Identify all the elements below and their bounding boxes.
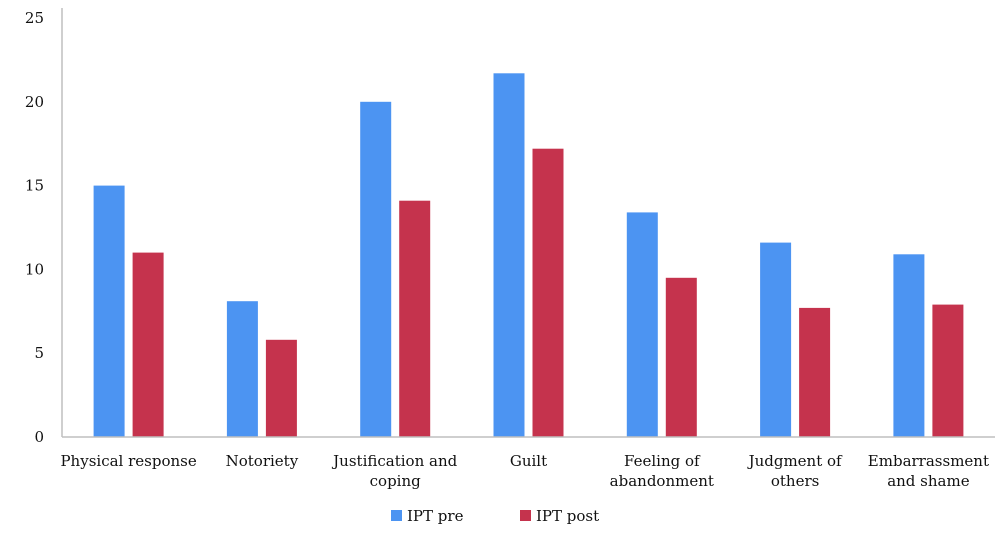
x-category-label: Embarrassment xyxy=(868,452,989,470)
legend: IPT pre IPT post xyxy=(391,507,599,525)
legend-label: IPT pre xyxy=(407,507,464,525)
bar-post xyxy=(532,148,564,437)
bar-pre xyxy=(93,185,125,437)
y-tick-label: 20 xyxy=(25,93,44,111)
x-category-label: Judgment of xyxy=(747,452,843,470)
legend-swatch xyxy=(391,510,402,521)
x-category-label: abandonment xyxy=(610,472,714,490)
y-tick-label: 15 xyxy=(25,177,44,195)
y-tick-label: 0 xyxy=(34,428,44,446)
legend-label: IPT post xyxy=(536,507,599,525)
x-axis-category-labels: Physical response Notoriety Justification … xyxy=(60,452,989,490)
bar-post xyxy=(399,200,431,437)
bars xyxy=(93,73,964,438)
x-category-label: Guilt xyxy=(510,452,547,470)
x-category-label: Feeling of xyxy=(624,452,701,470)
bar-post xyxy=(132,252,164,437)
y-tick-label: 25 xyxy=(25,9,44,27)
x-category-label: coping xyxy=(370,472,421,490)
bar-post xyxy=(799,307,831,437)
legend-swatch xyxy=(520,510,531,521)
bar-post xyxy=(932,304,964,437)
bar-pre xyxy=(493,73,525,438)
y-tick-label: 10 xyxy=(25,260,44,278)
y-axis-ticks: 0 5 10 15 20 25 xyxy=(25,9,44,446)
x-category-label: Notoriety xyxy=(226,452,299,470)
x-category-label: Justification and xyxy=(331,452,457,470)
bar-pre xyxy=(360,101,392,438)
bar-pre xyxy=(760,242,792,437)
x-category-label: others xyxy=(771,472,819,490)
y-tick-label: 5 xyxy=(34,344,44,362)
bar-pre xyxy=(626,212,658,437)
bar-pre xyxy=(893,254,925,437)
x-category-label: Physical response xyxy=(60,452,196,470)
bar-post xyxy=(265,339,297,437)
bar-pre xyxy=(226,301,258,437)
bar-post xyxy=(665,277,697,437)
x-category-label: and shame xyxy=(887,472,969,490)
